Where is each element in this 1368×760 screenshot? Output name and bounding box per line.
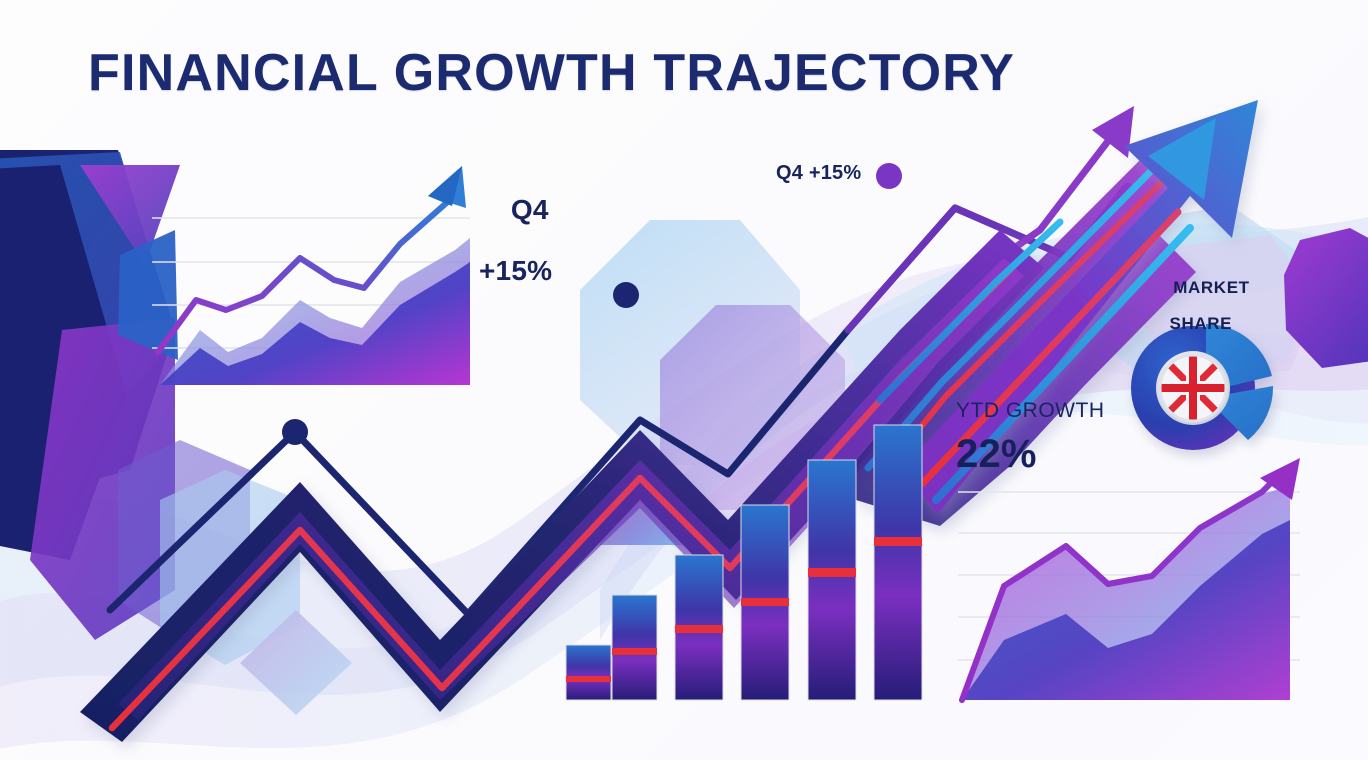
arrow-up-right-thin-icon-upper-left-2	[428, 166, 462, 206]
zigzag-band-upper-right	[848, 150, 1196, 526]
annotation-market-share: MARKET SHARE	[1152, 261, 1250, 368]
bar-divider	[808, 568, 856, 577]
trend-line-lower-right	[959, 467, 1287, 703]
polygon-right-octagon-purple	[1284, 228, 1368, 368]
annotation-market-share-line2: SHARE	[1169, 313, 1233, 333]
bar-divider	[612, 648, 657, 655]
arrow-large-inner-head	[1148, 118, 1216, 200]
table-row	[807, 459, 857, 701]
table-row	[873, 424, 923, 701]
zigzag-stripe-cyan	[876, 218, 1064, 404]
data-point-dot-icon-right	[876, 163, 902, 189]
uk-flag-icon	[1160, 355, 1226, 421]
area-upper-left-deep	[160, 262, 470, 385]
arrow-up-right-thin-icon-lower-right	[1260, 458, 1300, 500]
bar-divider	[874, 537, 922, 546]
annotation-q4-left-line2: +15%	[479, 255, 553, 287]
annotation-q4-right: Q4 +15%	[776, 162, 862, 184]
trend-line-upper-left	[155, 195, 455, 355]
data-point-dot-icon-mid	[613, 282, 639, 308]
polygon-left-triangle-purple	[80, 165, 180, 265]
bar-divider	[741, 598, 789, 606]
area-lower-right-deep	[962, 520, 1290, 700]
arrow-large-stripe-cyan	[932, 224, 1194, 504]
bar-divider	[675, 625, 723, 633]
medallion-outline	[1158, 353, 1228, 423]
table-row	[565, 644, 612, 701]
annotation-market-share-line1: MARKET	[1173, 277, 1250, 297]
table-row	[611, 594, 658, 701]
annotation-q4-left: Q4 +15%	[479, 166, 552, 344]
arrow-up-right-thin-icon-head	[1092, 106, 1134, 158]
arrow-large-stripe-red	[918, 208, 1182, 488]
annotation-q4-left-line1: Q4	[510, 194, 549, 226]
data-point-dot-icon-left	[282, 419, 308, 445]
annotation-ytd-growth-value: 22%	[956, 432, 1037, 476]
page-title: FINANCIAL GROWTH TRAJECTORY	[88, 44, 1015, 102]
diamond-decor	[240, 610, 352, 715]
bars-group	[565, 424, 923, 701]
annotation-ytd-growth-label: YTD GROWTH	[956, 399, 1105, 422]
bar-divider	[566, 676, 611, 682]
